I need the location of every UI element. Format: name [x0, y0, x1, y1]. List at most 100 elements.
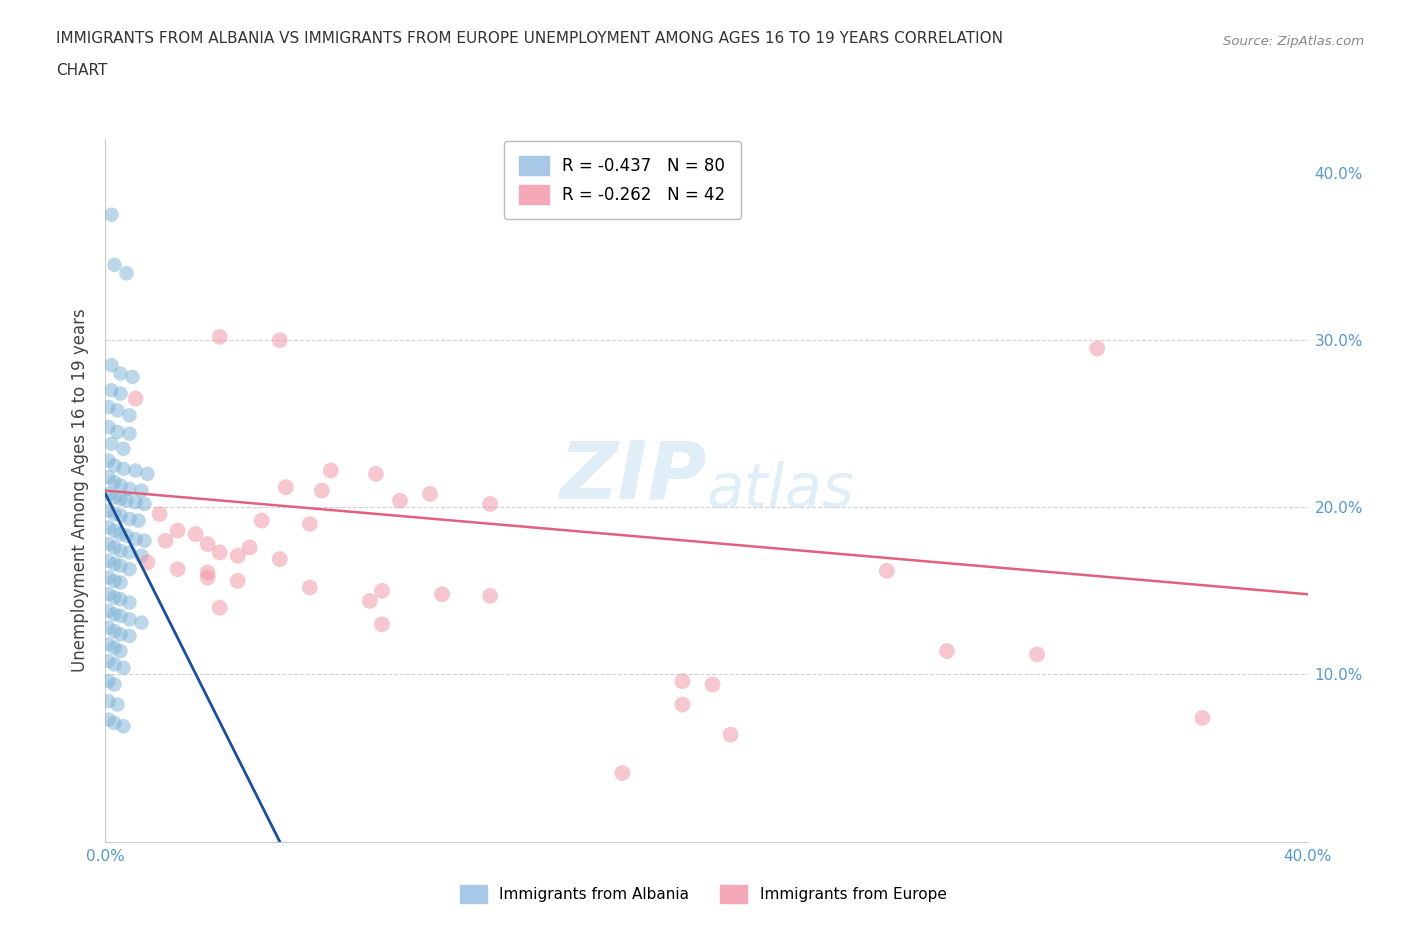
Point	[876, 564, 898, 578]
Point	[124, 392, 146, 406]
Point	[118, 595, 141, 610]
Point	[110, 366, 132, 381]
Point	[97, 419, 120, 434]
Text: atlas: atlas	[707, 461, 855, 520]
Point	[103, 607, 125, 622]
Point	[479, 589, 502, 604]
Point	[97, 503, 120, 518]
Point	[112, 660, 135, 675]
Point	[136, 467, 159, 482]
Point	[118, 512, 141, 526]
Point	[298, 580, 321, 595]
Point	[419, 486, 441, 501]
Point	[110, 558, 132, 573]
Point	[103, 557, 125, 572]
Point	[118, 426, 141, 441]
Point	[97, 453, 120, 468]
Point	[97, 654, 120, 669]
Point	[97, 470, 120, 485]
Point	[115, 528, 138, 543]
Point	[197, 570, 219, 585]
Point	[97, 537, 120, 551]
Text: CHART: CHART	[56, 63, 108, 78]
Point	[97, 570, 120, 585]
Legend: Immigrants from Albania, Immigrants from Europe: Immigrants from Albania, Immigrants from…	[447, 873, 959, 915]
Point	[103, 657, 125, 671]
Point	[250, 513, 273, 528]
Point	[311, 484, 333, 498]
Point	[118, 612, 141, 627]
Point	[118, 629, 141, 644]
Point	[103, 640, 125, 655]
Point	[115, 266, 138, 281]
Point	[226, 574, 249, 589]
Point	[148, 507, 170, 522]
Point	[430, 587, 453, 602]
Point	[97, 486, 120, 501]
Point	[103, 258, 125, 272]
Point	[612, 765, 634, 780]
Point	[110, 526, 132, 541]
Point	[97, 694, 120, 709]
Point	[97, 520, 120, 535]
Point	[110, 644, 132, 658]
Point	[107, 425, 129, 440]
Text: ZIP: ZIP	[560, 437, 707, 515]
Point	[112, 719, 135, 734]
Text: IMMIGRANTS FROM ALBANIA VS IMMIGRANTS FROM EUROPE UNEMPLOYMENT AMONG AGES 16 TO : IMMIGRANTS FROM ALBANIA VS IMMIGRANTS FR…	[56, 31, 1004, 46]
Point	[197, 565, 219, 580]
Point	[479, 497, 502, 512]
Point	[103, 540, 125, 555]
Point	[103, 591, 125, 605]
Point	[269, 333, 291, 348]
Point	[155, 533, 177, 548]
Point	[936, 644, 959, 658]
Point	[118, 482, 141, 497]
Point	[269, 551, 291, 566]
Point	[100, 358, 122, 373]
Point	[371, 583, 394, 598]
Point	[371, 617, 394, 631]
Point	[131, 549, 153, 564]
Point	[184, 526, 207, 541]
Point	[134, 497, 156, 512]
Point	[671, 673, 693, 688]
Point	[103, 624, 125, 639]
Point	[118, 562, 141, 577]
Point	[359, 593, 381, 608]
Point	[103, 458, 125, 473]
Point	[364, 467, 387, 482]
Point	[1191, 711, 1213, 725]
Point	[134, 533, 156, 548]
Point	[110, 591, 132, 606]
Point	[110, 608, 132, 623]
Point	[115, 493, 138, 508]
Point	[208, 329, 231, 344]
Point	[97, 587, 120, 602]
Point	[1085, 341, 1108, 356]
Point	[110, 627, 132, 642]
Point	[118, 545, 141, 560]
Point	[124, 463, 146, 478]
Point	[112, 442, 135, 457]
Point	[103, 677, 125, 692]
Point	[103, 715, 125, 730]
Point	[110, 543, 132, 558]
Point	[110, 386, 132, 401]
Point	[97, 400, 120, 415]
Point	[107, 698, 129, 712]
Point	[97, 712, 120, 727]
Y-axis label: Unemployment Among Ages 16 to 19 years: Unemployment Among Ages 16 to 19 years	[72, 309, 90, 672]
Point	[110, 478, 132, 493]
Point	[107, 403, 129, 418]
Point	[97, 553, 120, 568]
Point	[671, 698, 693, 712]
Point	[131, 484, 153, 498]
Point	[226, 549, 249, 564]
Point	[103, 524, 125, 538]
Legend: R = -0.437   N = 80, R = -0.262   N = 42: R = -0.437 N = 80, R = -0.262 N = 42	[505, 140, 741, 219]
Point	[239, 540, 262, 555]
Point	[121, 369, 143, 384]
Point	[97, 620, 120, 635]
Point	[97, 637, 120, 652]
